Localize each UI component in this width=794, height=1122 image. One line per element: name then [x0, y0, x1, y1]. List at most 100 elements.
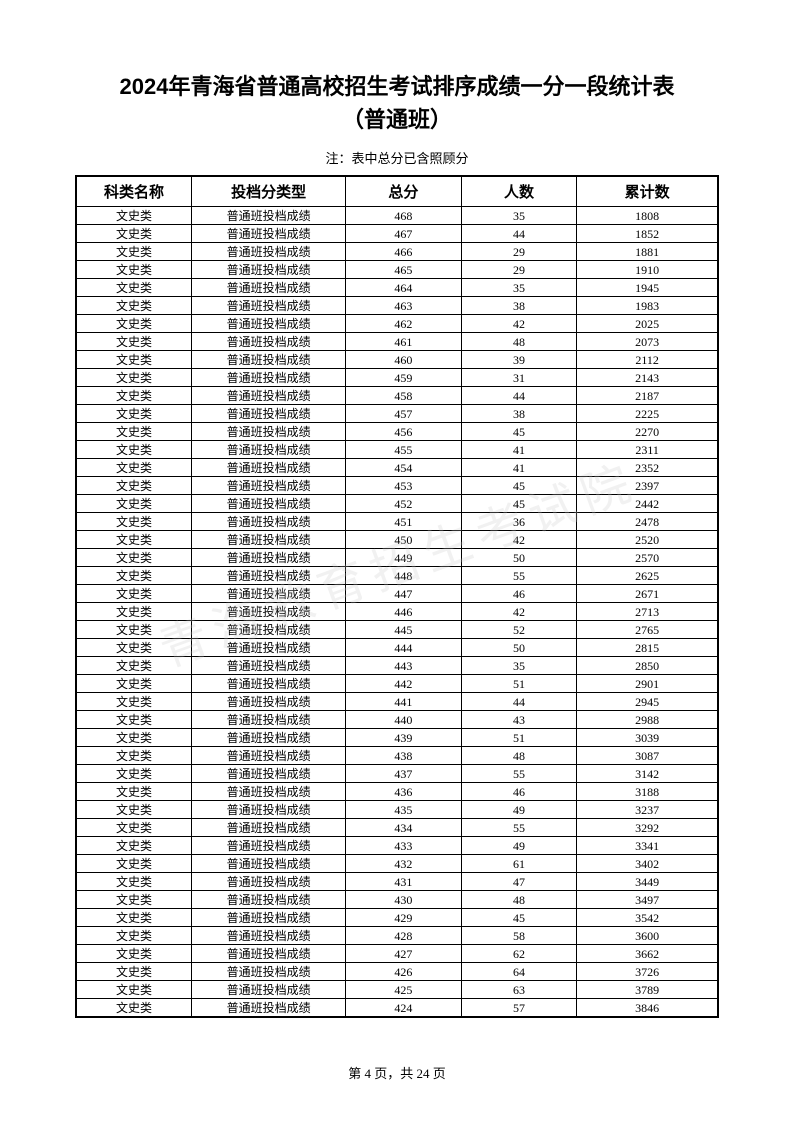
cell-cumulative: 2520 [577, 531, 718, 549]
cell-category: 文史类 [76, 729, 192, 747]
cell-score: 460 [346, 351, 462, 369]
table-row: 文史类普通班投档成绩466291881 [76, 243, 718, 261]
title-line-2: （普通班） [342, 107, 452, 132]
cell-cumulative: 2270 [577, 423, 718, 441]
cell-type: 普通班投档成绩 [192, 873, 346, 891]
cell-count: 41 [461, 441, 577, 459]
cell-score: 433 [346, 837, 462, 855]
col-header-count: 人数 [461, 176, 577, 207]
table-row: 文史类普通班投档成绩451362478 [76, 513, 718, 531]
cell-cumulative: 3846 [577, 999, 718, 1018]
cell-cumulative: 2671 [577, 585, 718, 603]
table-row: 文史类普通班投档成绩427623662 [76, 945, 718, 963]
cell-cumulative: 3600 [577, 927, 718, 945]
cell-type: 普通班投档成绩 [192, 297, 346, 315]
cell-score: 454 [346, 459, 462, 477]
cell-score: 444 [346, 639, 462, 657]
cell-category: 文史类 [76, 981, 192, 999]
cell-cumulative: 3402 [577, 855, 718, 873]
cell-cumulative: 2988 [577, 711, 718, 729]
cell-type: 普通班投档成绩 [192, 351, 346, 369]
cell-category: 文史类 [76, 459, 192, 477]
table-row: 文史类普通班投档成绩468351808 [76, 207, 718, 225]
cell-category: 文史类 [76, 657, 192, 675]
cell-category: 文史类 [76, 747, 192, 765]
cell-category: 文史类 [76, 423, 192, 441]
cell-score: 427 [346, 945, 462, 963]
cell-category: 文史类 [76, 819, 192, 837]
table-row: 文史类普通班投档成绩465291910 [76, 261, 718, 279]
cell-count: 29 [461, 261, 577, 279]
col-header-category: 科类名称 [76, 176, 192, 207]
cell-count: 38 [461, 297, 577, 315]
cell-count: 46 [461, 783, 577, 801]
cell-type: 普通班投档成绩 [192, 927, 346, 945]
table-row: 文史类普通班投档成绩454412352 [76, 459, 718, 477]
cell-type: 普通班投档成绩 [192, 495, 346, 513]
cell-category: 文史类 [76, 873, 192, 891]
cell-cumulative: 2397 [577, 477, 718, 495]
cell-count: 35 [461, 657, 577, 675]
cell-cumulative: 2073 [577, 333, 718, 351]
cell-category: 文史类 [76, 855, 192, 873]
cell-count: 45 [461, 423, 577, 441]
cell-cumulative: 3542 [577, 909, 718, 927]
cell-cumulative: 2713 [577, 603, 718, 621]
cell-count: 51 [461, 729, 577, 747]
cell-type: 普通班投档成绩 [192, 801, 346, 819]
cell-score: 426 [346, 963, 462, 981]
table-row: 文史类普通班投档成绩433493341 [76, 837, 718, 855]
cell-count: 35 [461, 279, 577, 297]
cell-score: 436 [346, 783, 462, 801]
cell-type: 普通班投档成绩 [192, 477, 346, 495]
cell-category: 文史类 [76, 603, 192, 621]
cell-cumulative: 1881 [577, 243, 718, 261]
cell-cumulative: 2187 [577, 387, 718, 405]
cell-cumulative: 2112 [577, 351, 718, 369]
cell-score: 434 [346, 819, 462, 837]
table-row: 文史类普通班投档成绩436463188 [76, 783, 718, 801]
cell-type: 普通班投档成绩 [192, 387, 346, 405]
cell-category: 文史类 [76, 513, 192, 531]
cell-cumulative: 2625 [577, 567, 718, 585]
cell-count: 62 [461, 945, 577, 963]
cell-score: 447 [346, 585, 462, 603]
cell-cumulative: 3039 [577, 729, 718, 747]
cell-category: 文史类 [76, 999, 192, 1018]
cell-score: 442 [346, 675, 462, 693]
cell-category: 文史类 [76, 477, 192, 495]
cell-count: 48 [461, 333, 577, 351]
cell-type: 普通班投档成绩 [192, 783, 346, 801]
cell-count: 45 [461, 477, 577, 495]
cell-category: 文史类 [76, 297, 192, 315]
cell-count: 39 [461, 351, 577, 369]
cell-category: 文史类 [76, 801, 192, 819]
table-row: 文史类普通班投档成绩441442945 [76, 693, 718, 711]
cell-score: 448 [346, 567, 462, 585]
cell-count: 63 [461, 981, 577, 999]
cell-category: 文史类 [76, 369, 192, 387]
table-row: 文史类普通班投档成绩458442187 [76, 387, 718, 405]
cell-count: 42 [461, 603, 577, 621]
cell-type: 普通班投档成绩 [192, 531, 346, 549]
cell-count: 58 [461, 927, 577, 945]
cell-count: 44 [461, 387, 577, 405]
page-footer: 第 4 页，共 24 页 [0, 1063, 794, 1082]
cell-count: 51 [461, 675, 577, 693]
cell-category: 文史类 [76, 711, 192, 729]
cell-type: 普通班投档成绩 [192, 441, 346, 459]
cell-score: 431 [346, 873, 462, 891]
cell-type: 普通班投档成绩 [192, 315, 346, 333]
cell-score: 453 [346, 477, 462, 495]
cell-cumulative: 2850 [577, 657, 718, 675]
title-line-1: 2024年青海省普通高校招生考试排序成绩一分一段统计表 [120, 74, 675, 99]
cell-score: 457 [346, 405, 462, 423]
cell-score: 458 [346, 387, 462, 405]
table-row: 文史类普通班投档成绩443352850 [76, 657, 718, 675]
cell-score: 439 [346, 729, 462, 747]
table-row: 文史类普通班投档成绩452452442 [76, 495, 718, 513]
cell-score: 432 [346, 855, 462, 873]
table-row: 文史类普通班投档成绩464351945 [76, 279, 718, 297]
cell-category: 文史类 [76, 567, 192, 585]
cell-category: 文史类 [76, 837, 192, 855]
